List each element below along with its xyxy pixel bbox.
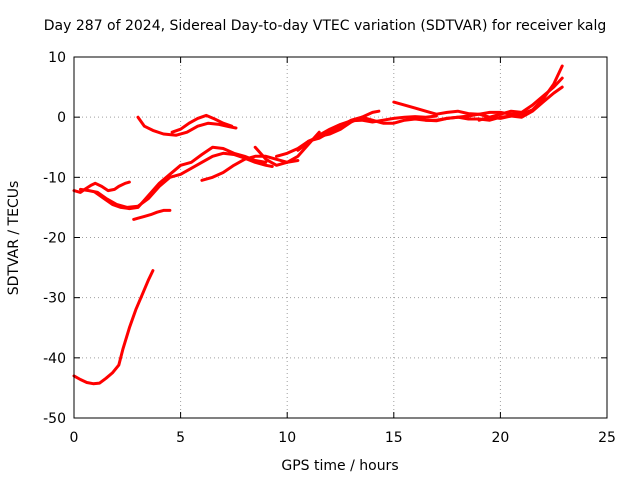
series-line-arc-13	[392, 100, 524, 116]
x-tick-label: 15	[385, 430, 403, 446]
series-line-arc-4	[93, 145, 268, 211]
y-tick-label: -10	[43, 170, 66, 186]
x-tick-label: 5	[176, 430, 185, 446]
axis-ticks: 0 5 10 15 20 25 -50 -40 -30 -20 -10 0 10	[43, 50, 616, 446]
series-line-arc-6	[136, 115, 238, 137]
series-line-arc-12	[307, 115, 502, 143]
y-axis-label: SDTVAR / TECUs	[6, 181, 22, 296]
y-tick-label: -30	[43, 291, 66, 307]
series-line-arc-8	[200, 154, 300, 182]
y-tick-label: -40	[43, 351, 66, 367]
x-axis-label: GPS time / hours	[281, 458, 398, 474]
x-tick-label: 10	[278, 430, 296, 446]
series-line-arc-5	[132, 208, 172, 221]
series-line-arc-10	[275, 109, 381, 158]
series-line-arc-11	[296, 114, 438, 152]
x-tick-label: 20	[491, 430, 509, 446]
y-tick-label: 0	[57, 110, 66, 126]
series-line-arc-15	[477, 76, 564, 122]
series-line-arc-16	[498, 85, 564, 119]
series-line-arc-7	[170, 113, 234, 134]
y-tick-label: -50	[43, 411, 66, 427]
y-tick-label: -20	[43, 231, 66, 247]
chart-title: Day 287 of 2024, Sidereal Day-to-day VTE…	[44, 18, 606, 34]
y-tick-label: 10	[48, 50, 66, 66]
x-tick-label: 0	[70, 430, 79, 446]
data-series	[72, 64, 564, 386]
x-tick-label: 25	[598, 430, 616, 446]
series-line-arc-1	[72, 269, 155, 386]
